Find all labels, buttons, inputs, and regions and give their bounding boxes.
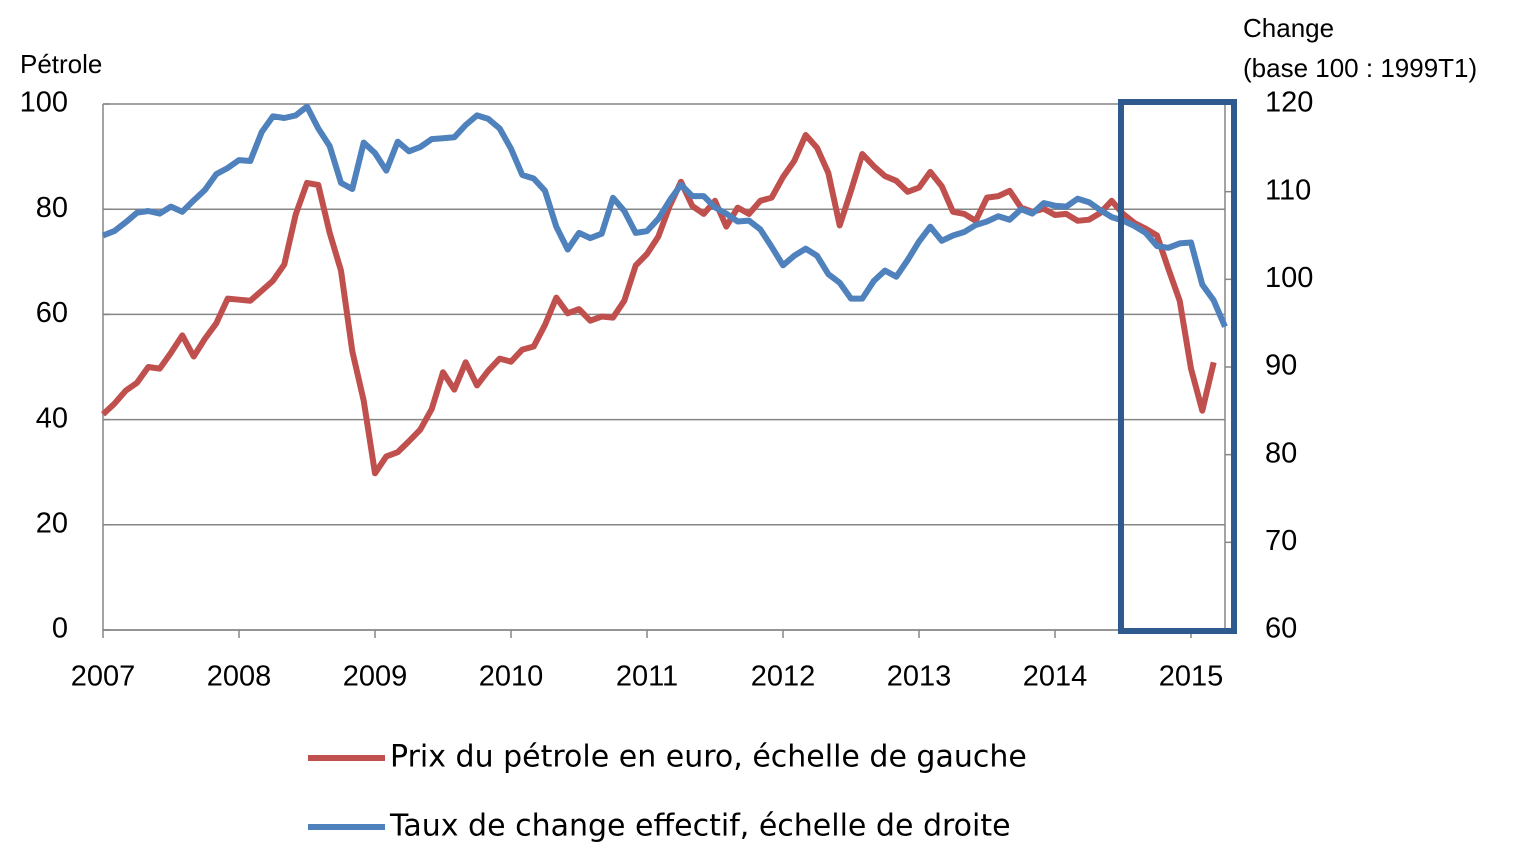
y2-axis-title: (base 100 : 1999T1) bbox=[1243, 53, 1477, 83]
legend-label: Taux de change effectif, échelle de droi… bbox=[389, 809, 1011, 842]
y2-tick-label: 70 bbox=[1265, 525, 1297, 557]
series-line bbox=[100, 132, 1217, 477]
y-tick-label: 0 bbox=[52, 613, 68, 645]
x-tick-label: 2009 bbox=[343, 661, 408, 693]
y-tick-label: 80 bbox=[36, 192, 68, 224]
y-tick-label: 100 bbox=[20, 87, 68, 119]
x-tick-label: 2011 bbox=[616, 661, 678, 693]
y2-tick-label: 100 bbox=[1265, 262, 1313, 294]
x-tick-label: 2010 bbox=[479, 661, 544, 693]
x-tick-label: 2014 bbox=[1023, 661, 1088, 693]
y2-tick-label: 60 bbox=[1265, 613, 1297, 645]
y-tick-label: 40 bbox=[36, 402, 68, 434]
y2-tick-label: 90 bbox=[1265, 350, 1297, 382]
y2-tick-label: 120 bbox=[1265, 87, 1313, 119]
y-axis-title: Pétrole bbox=[20, 49, 102, 79]
y-tick-label: 20 bbox=[36, 507, 68, 539]
series-line bbox=[101, 103, 1228, 328]
x-tick-label: 2007 bbox=[71, 661, 136, 693]
legend-label: Prix du pétrole en euro, échelle de gauc… bbox=[390, 740, 1027, 775]
y2-tick-label: 110 bbox=[1265, 174, 1311, 206]
y-tick-label: 60 bbox=[36, 297, 68, 329]
x-tick-label: 2013 bbox=[887, 661, 952, 693]
y2-tick-label: 80 bbox=[1265, 437, 1297, 469]
highlight-box bbox=[1118, 99, 1237, 634]
x-tick-label: 2015 bbox=[1159, 661, 1224, 693]
x-tick-label: 2012 bbox=[751, 661, 816, 693]
y2-axis-title: Change bbox=[1243, 13, 1334, 43]
x-tick-label: 2008 bbox=[207, 661, 272, 693]
